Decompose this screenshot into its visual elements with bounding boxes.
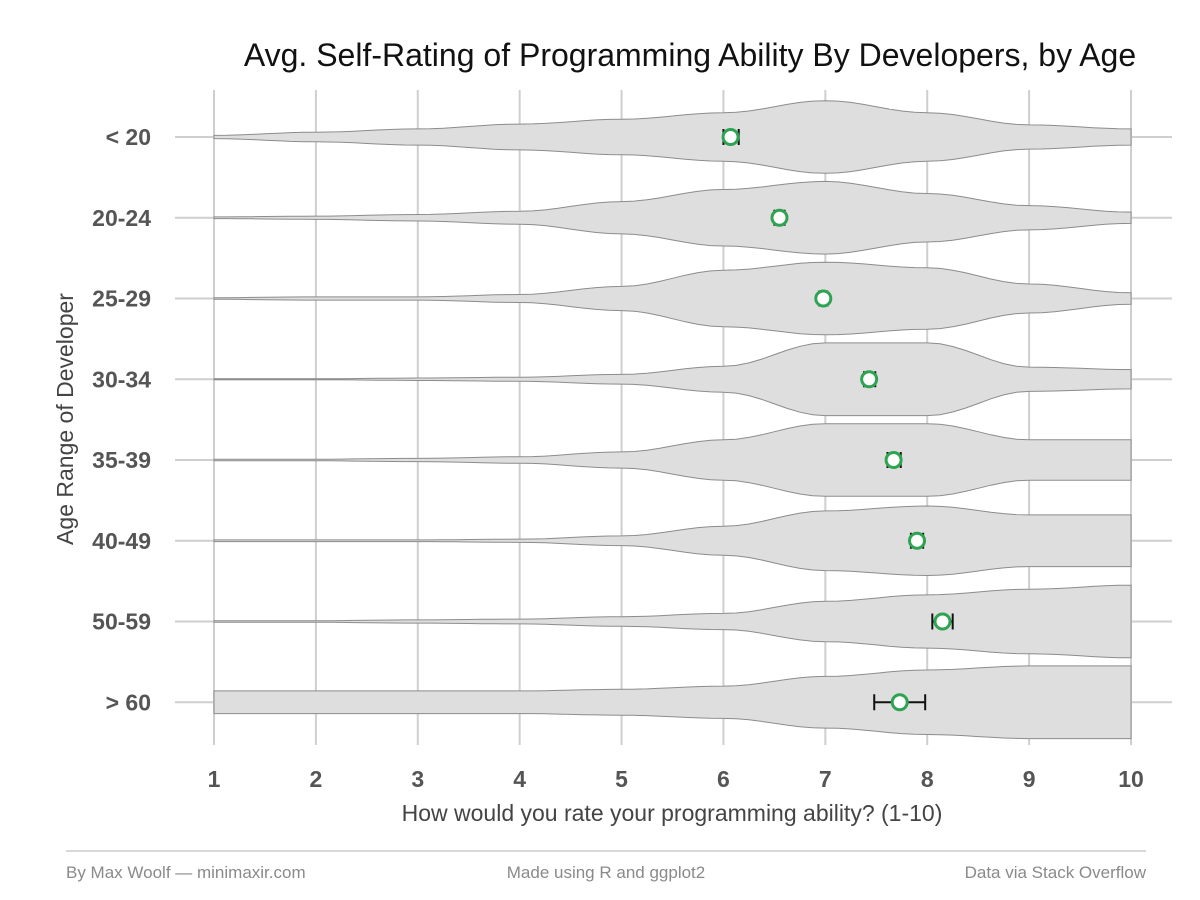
violin-20-24: [213, 180, 1132, 255]
y-tick-label: < 20: [106, 124, 151, 150]
y-tick-label: 30-34: [92, 366, 151, 392]
footer-tools: Made using R and ggplot2: [507, 863, 705, 882]
x-tick-label: 8: [921, 766, 934, 792]
x-tick-label: 6: [717, 766, 730, 792]
mean-point: [908, 531, 927, 550]
y-tick-label: > 60: [106, 689, 151, 715]
y-tick-label: 20-24: [92, 205, 151, 231]
violin-35-39: [213, 423, 1132, 497]
y-axis-title: Age Range of Developer: [52, 293, 78, 545]
mean-point: [721, 128, 740, 146]
x-tick-labels: 1 2 3 4 5 6 7 8 9 10: [208, 766, 1144, 792]
x-tick-label: 7: [819, 766, 832, 792]
footer-credit: By Max Woolf — minimaxir.com: [66, 863, 306, 882]
footer-source: Data via Stack Overflow: [965, 863, 1147, 882]
y-tick-label: 35-39: [92, 447, 151, 473]
x-tick-label: 10: [1118, 766, 1144, 792]
violin-> 60: [213, 665, 1132, 740]
violin-50-59: [213, 584, 1132, 659]
y-tick-label: 25-29: [92, 286, 151, 312]
x-tick-label: 5: [615, 766, 628, 792]
violin-< 20: [213, 100, 1132, 174]
mean-point: [890, 693, 909, 712]
mean-point: [770, 208, 789, 227]
violin-25-29: [213, 261, 1132, 336]
x-axis-title: How would you rate your programming abil…: [402, 800, 943, 826]
violins: [213, 100, 1132, 740]
x-tick-label: 9: [1023, 766, 1036, 792]
violin-40-49: [213, 505, 1132, 577]
violin-30-34: [213, 342, 1132, 417]
x-tick-label: 1: [208, 766, 221, 792]
mean-point: [860, 370, 879, 389]
mean-point: [814, 289, 833, 308]
x-tick-label: 3: [411, 766, 424, 792]
mean-point: [933, 612, 952, 631]
mean-point: [884, 451, 903, 469]
chart-title: Avg. Self-Rating of Programming Ability …: [244, 37, 1136, 73]
y-tick-label: 50-59: [92, 609, 151, 635]
x-tick-label: 4: [513, 766, 526, 792]
mean-markers: [721, 128, 954, 712]
y-tick-labels: < 20 20-24 25-29 30-34 35-39 40-49 50-59 > 60: [92, 124, 151, 715]
x-tick-label: 2: [309, 766, 322, 792]
y-tick-label: 40-49: [92, 528, 151, 554]
